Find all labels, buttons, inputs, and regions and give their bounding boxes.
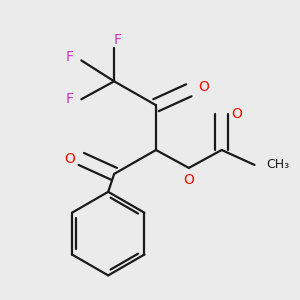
Text: O: O [183,173,194,187]
Text: O: O [64,152,75,166]
Text: F: F [113,32,121,46]
Text: F: F [65,92,74,106]
Text: O: O [198,80,209,94]
Text: O: O [231,107,242,121]
Text: F: F [65,50,74,64]
Text: CH₃: CH₃ [266,158,289,171]
